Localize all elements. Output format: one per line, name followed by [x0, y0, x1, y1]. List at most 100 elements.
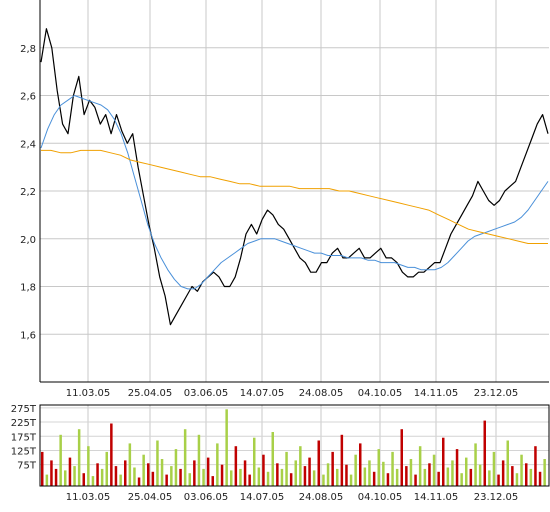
- x-tick-label: 14.07.05: [240, 492, 285, 503]
- x-tick-label: 03.06.05: [184, 388, 229, 399]
- volume-bar: [414, 474, 417, 486]
- volume-bar: [54, 468, 58, 486]
- volume-bar: [243, 460, 247, 486]
- volume-bar: [179, 468, 182, 486]
- x-tick-label: 04.10.05: [358, 492, 403, 503]
- volume-bar: [359, 443, 362, 486]
- volume-bar: [511, 466, 514, 486]
- volume-bar: [285, 451, 288, 486]
- volume-bar: [211, 476, 214, 486]
- volume-bar: [423, 468, 427, 486]
- y-tick-label: 225T: [11, 418, 37, 429]
- volume-bar: [460, 473, 463, 486]
- volume-bar: [257, 467, 261, 486]
- price-line: [40, 28, 549, 326]
- volume-bar: [225, 409, 228, 486]
- volume-bar: [474, 443, 477, 486]
- volume-bar: [193, 460, 196, 486]
- volume-bar: [41, 451, 44, 486]
- volume-bar: [128, 443, 132, 486]
- volume-bar: [312, 470, 316, 486]
- volume-bar: [538, 471, 542, 486]
- y-tick-label: 275T: [11, 404, 37, 415]
- x-tick-label: 14.11.05: [414, 492, 459, 503]
- volume-bar: [331, 451, 334, 486]
- y-tick-label: 2,0: [20, 235, 36, 246]
- y-tick-label: 2,6: [20, 92, 36, 103]
- volume-bar: [525, 463, 528, 486]
- x-tick-label: 11.03.05: [66, 388, 111, 399]
- volume-bar: [336, 468, 339, 486]
- volume-bar: [391, 451, 394, 486]
- y-tick-label: 2,2: [20, 187, 36, 198]
- x-tick-label: 14.07.05: [240, 388, 285, 399]
- volume-bar: [377, 449, 380, 486]
- volume-bar: [354, 454, 357, 486]
- volume-bar: [96, 463, 99, 486]
- volume-bar: [465, 457, 468, 486]
- y-tick-label: 1,8: [20, 283, 36, 294]
- volume-bar: [299, 446, 302, 486]
- volume-bar: [147, 463, 150, 486]
- x-tick-label: 23.12.05: [474, 492, 519, 503]
- price-chart: 1,6 1,8 2,0 2,2 2,4 2,6 2,8 11.03.05 25.04.05 03.…: [20, 0, 549, 399]
- volume-bar: [248, 474, 251, 486]
- volume-bar: [497, 474, 500, 486]
- volume-bar: [188, 473, 191, 486]
- volume-bar: [492, 451, 496, 486]
- x-tick-label: 14.11.05: [414, 388, 459, 399]
- moving-average-short-line: [40, 95, 549, 290]
- volume-bar: [239, 468, 242, 486]
- volume-bar: [105, 451, 108, 486]
- volume-bar: [77, 429, 81, 486]
- volume-bar: [142, 454, 145, 486]
- volume-bar: [137, 477, 141, 486]
- volume-bar: [234, 446, 238, 486]
- volume-bar: [432, 454, 436, 486]
- volume-bar: [202, 468, 205, 486]
- volume-bar: [100, 468, 104, 486]
- volume-bar: [91, 476, 95, 486]
- volume-bar: [160, 459, 164, 486]
- volume-bar: [220, 464, 224, 486]
- volume-bar: [45, 474, 49, 486]
- volume-bar: [165, 474, 168, 486]
- volume-bar: [317, 440, 320, 486]
- volume-bar: [382, 461, 385, 486]
- volume-bar: [534, 446, 537, 486]
- x-tick-label: 11.03.05: [66, 492, 111, 503]
- volume-bar: [68, 457, 72, 486]
- x-tick-label: 23.12.05: [474, 388, 519, 399]
- volume-bar: [294, 460, 297, 486]
- volume-bar: [230, 470, 233, 486]
- volume-bar: [409, 459, 413, 486]
- volume-frame: [39, 404, 550, 487]
- volume-bar: [276, 463, 279, 486]
- volume-bar: [386, 473, 390, 486]
- volume-bar: [271, 432, 274, 486]
- volume-bar: [64, 470, 67, 486]
- volume-bar: [119, 474, 122, 486]
- volume-bar: [206, 457, 210, 486]
- volume-bar: [50, 460, 53, 486]
- y-tick-label: 2,4: [20, 139, 36, 150]
- volume-bar: [197, 434, 201, 486]
- volume-bar: [216, 443, 219, 486]
- volume-bar: [451, 460, 454, 486]
- y-tick-label: 1,6: [20, 330, 36, 341]
- y-tick-label: 175T: [11, 432, 37, 443]
- volume-bar: [506, 440, 509, 486]
- volume-bar: [368, 460, 371, 486]
- volume-bar: [515, 473, 519, 486]
- volume-bar: [253, 437, 256, 486]
- volume-bar: [520, 454, 523, 486]
- volume-bar: [446, 467, 450, 486]
- y-tick-label: 75T: [17, 461, 37, 472]
- volume-bar: [488, 470, 491, 486]
- x-tick-label: 25.04.05: [128, 388, 173, 399]
- volume-bar: [303, 466, 307, 486]
- volume-bar: [82, 473, 85, 486]
- volume-bar: [442, 437, 445, 486]
- volume-bar: [455, 449, 459, 486]
